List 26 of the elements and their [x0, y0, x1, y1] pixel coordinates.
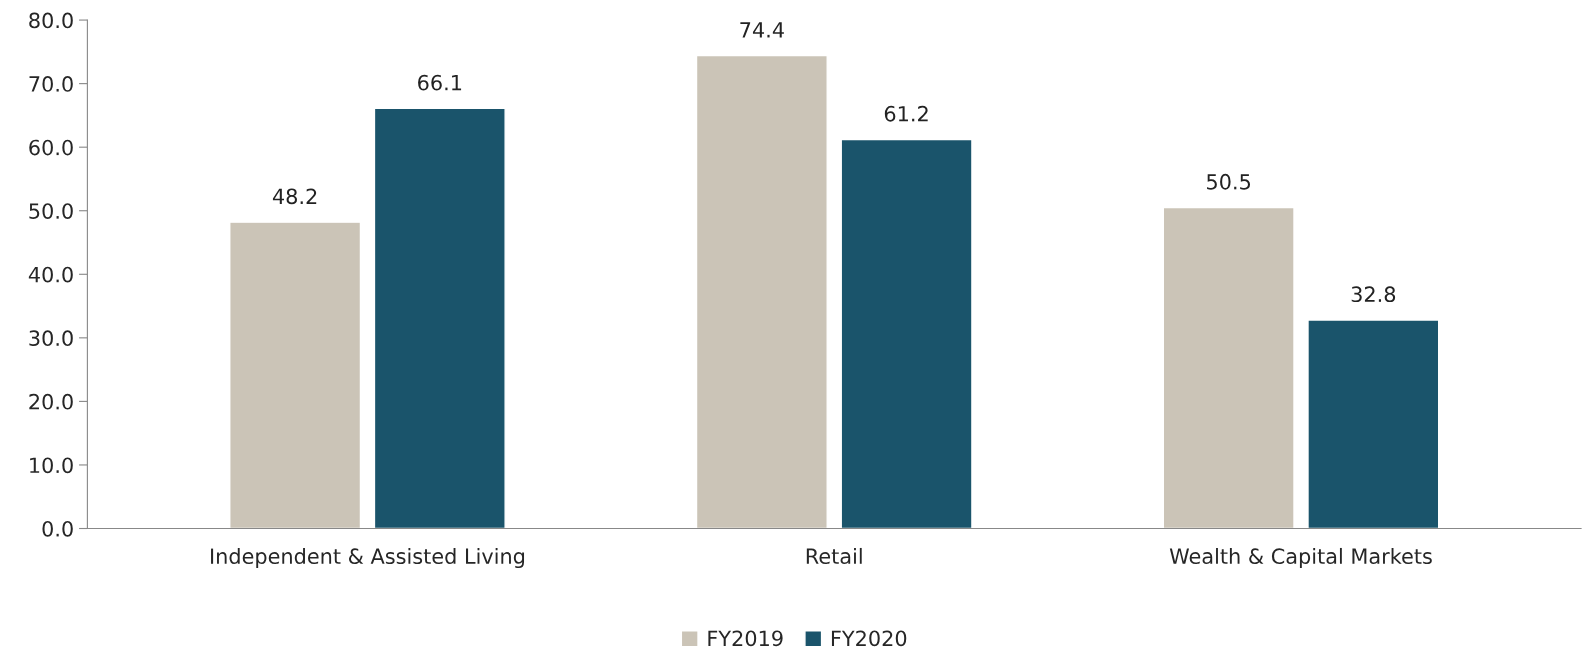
y-tick-label: 10.0 — [30, 457, 73, 474]
x-tick-label: Wealth & Capital Markets — [1169, 547, 1432, 569]
y-tick-label: 30.0 — [29, 330, 73, 347]
legend-label: FY2020 — [831, 630, 907, 647]
y-tick-label: 50.0 — [29, 203, 73, 219]
data-label: 66.1 — [418, 74, 462, 91]
data-label: 32.8 — [1351, 286, 1396, 303]
data-label: 61.2 — [884, 105, 928, 122]
y-tick-label: 0.0 — [42, 520, 73, 537]
bar — [1162, 206, 1295, 529]
bar — [840, 138, 973, 529]
x-tick-label: Independent & Assisted Living — [211, 547, 525, 569]
y-tick-label: 60.0 — [29, 139, 73, 156]
data-label: 50.5 — [1207, 173, 1251, 190]
y-tick-label: 20.0 — [29, 393, 73, 410]
bar — [1307, 319, 1440, 529]
x-tick-label: Retail — [806, 547, 862, 565]
bar — [373, 107, 506, 529]
data-label: 74.4 — [740, 22, 784, 38]
data-label: 48.2 — [272, 188, 317, 205]
bar — [695, 54, 828, 529]
legend-label: FY2019 — [708, 630, 783, 647]
bar — [229, 221, 362, 529]
y-tick-label: 70.0 — [29, 76, 73, 92]
y-tick-label: 40.0 — [28, 266, 73, 283]
y-tick-label: 80.0 — [29, 12, 73, 29]
